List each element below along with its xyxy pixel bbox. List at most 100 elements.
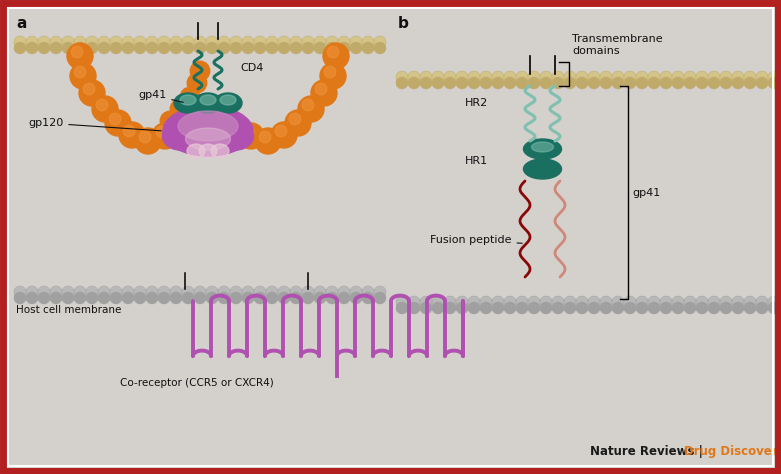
Circle shape (122, 286, 134, 298)
Ellipse shape (200, 95, 216, 105)
Circle shape (732, 77, 744, 89)
Circle shape (732, 296, 744, 308)
Circle shape (50, 42, 62, 54)
Circle shape (636, 296, 648, 308)
Text: Transmembrane
domains: Transmembrane domains (572, 35, 662, 56)
Circle shape (14, 286, 26, 298)
Circle shape (290, 42, 302, 54)
Circle shape (326, 292, 338, 304)
Circle shape (326, 36, 338, 48)
Circle shape (242, 126, 254, 138)
Circle shape (302, 99, 314, 111)
Circle shape (255, 128, 281, 154)
Circle shape (182, 292, 194, 304)
Circle shape (158, 36, 170, 48)
Circle shape (564, 77, 576, 89)
Circle shape (552, 302, 564, 314)
Circle shape (191, 61, 210, 81)
Circle shape (504, 302, 516, 314)
Circle shape (636, 71, 648, 83)
Circle shape (396, 71, 408, 83)
Circle shape (290, 36, 302, 48)
Circle shape (480, 296, 492, 308)
Ellipse shape (532, 142, 554, 152)
Circle shape (110, 42, 122, 54)
Text: gp41: gp41 (138, 90, 184, 102)
Circle shape (50, 286, 62, 298)
Circle shape (468, 296, 480, 308)
Circle shape (648, 77, 660, 89)
Circle shape (720, 77, 732, 89)
Circle shape (768, 302, 780, 314)
Circle shape (684, 296, 696, 308)
Circle shape (302, 36, 314, 48)
Circle shape (134, 42, 146, 54)
Circle shape (588, 296, 600, 308)
Circle shape (480, 77, 492, 89)
Circle shape (278, 292, 290, 304)
Circle shape (564, 302, 576, 314)
Circle shape (109, 113, 121, 125)
Circle shape (123, 125, 135, 137)
Circle shape (338, 42, 350, 54)
Circle shape (242, 36, 254, 48)
Circle shape (70, 63, 96, 89)
Ellipse shape (199, 144, 217, 158)
Circle shape (648, 71, 660, 83)
Circle shape (74, 42, 86, 54)
Circle shape (672, 302, 684, 314)
Circle shape (588, 71, 600, 83)
Text: gp120: gp120 (28, 118, 161, 131)
Circle shape (420, 77, 432, 89)
Ellipse shape (219, 122, 254, 150)
Ellipse shape (162, 122, 198, 150)
Circle shape (311, 80, 337, 106)
Circle shape (350, 292, 362, 304)
Circle shape (278, 286, 290, 298)
Circle shape (326, 286, 338, 298)
Ellipse shape (174, 93, 202, 113)
Circle shape (588, 77, 600, 89)
Circle shape (327, 46, 339, 58)
Circle shape (119, 122, 145, 148)
Circle shape (242, 286, 254, 298)
Circle shape (122, 36, 134, 48)
Circle shape (720, 302, 732, 314)
Circle shape (528, 71, 540, 83)
Circle shape (254, 286, 266, 298)
Ellipse shape (214, 93, 242, 113)
Circle shape (230, 36, 242, 48)
Ellipse shape (194, 93, 222, 113)
Ellipse shape (163, 106, 253, 156)
Circle shape (50, 36, 62, 48)
Circle shape (338, 286, 350, 298)
Circle shape (158, 286, 170, 298)
Circle shape (672, 77, 684, 89)
Circle shape (62, 286, 74, 298)
Circle shape (314, 36, 326, 48)
Circle shape (624, 77, 636, 89)
Circle shape (708, 71, 720, 83)
Circle shape (218, 286, 230, 298)
Circle shape (38, 286, 50, 298)
Circle shape (182, 286, 194, 298)
Circle shape (362, 36, 374, 48)
Circle shape (26, 42, 38, 54)
Circle shape (432, 77, 444, 89)
Circle shape (122, 292, 134, 304)
Circle shape (218, 36, 230, 48)
Circle shape (744, 77, 756, 89)
Text: a: a (16, 16, 27, 31)
Circle shape (146, 42, 158, 54)
Circle shape (146, 36, 158, 48)
Circle shape (362, 292, 374, 304)
Circle shape (504, 296, 516, 308)
Circle shape (396, 77, 408, 89)
Circle shape (266, 286, 278, 298)
Circle shape (362, 42, 374, 54)
Circle shape (720, 296, 732, 308)
Circle shape (672, 296, 684, 308)
Circle shape (230, 42, 242, 54)
Circle shape (612, 302, 624, 314)
Circle shape (74, 36, 86, 48)
